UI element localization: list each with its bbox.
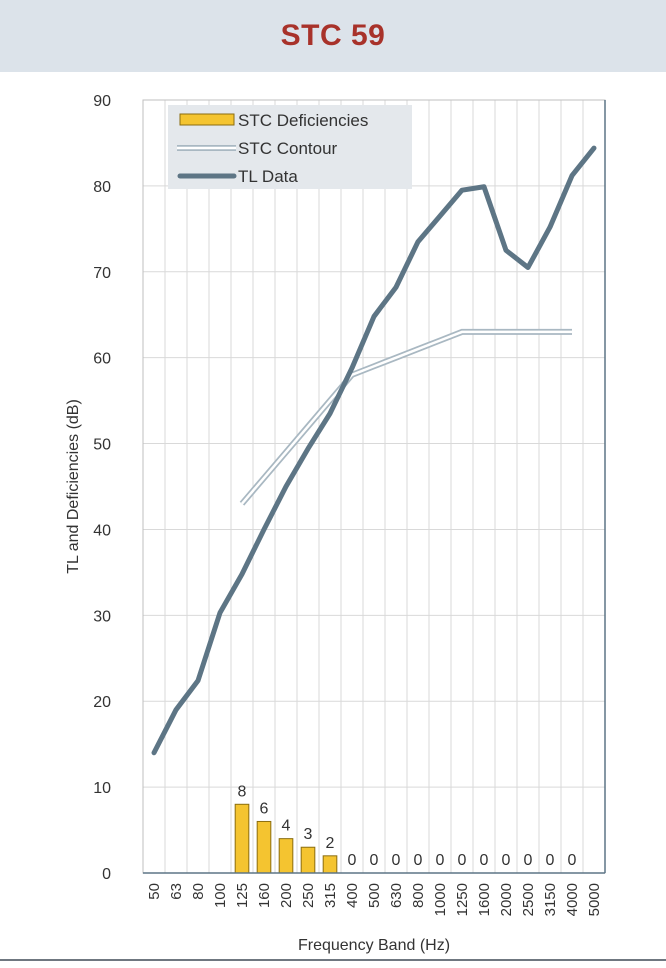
legend-swatch-bars — [179, 113, 235, 126]
deficiency-bars — [234, 803, 338, 874]
deficiency-label: 0 — [546, 852, 555, 869]
x-tick-label: 125 — [234, 883, 251, 908]
x-tick-label: 160 — [256, 883, 273, 908]
x-tick-label: 630 — [388, 883, 405, 908]
plot-frame — [142, 99, 606, 874]
deficiency-bar — [256, 820, 272, 874]
deficiency-label: 3 — [304, 826, 313, 843]
deficiency-label: 0 — [502, 852, 511, 869]
x-tick-label: 400 — [344, 883, 361, 908]
tl-data-path — [151, 145, 597, 756]
grid — [143, 99, 606, 874]
y-tick-label: 30 — [93, 608, 111, 625]
x-tick-label: 800 — [410, 883, 427, 908]
deficiency-bar — [322, 855, 338, 874]
y-tick-label: 90 — [93, 93, 111, 110]
deficiency-label: 4 — [282, 818, 291, 835]
bottom-divider — [0, 959, 666, 961]
deficiency-label: 0 — [414, 852, 423, 869]
x-tick-label: 2000 — [498, 883, 515, 916]
deficiency-label: 8 — [238, 783, 247, 800]
x-tick-label: 50 — [146, 883, 163, 900]
x-tick-label: 5000 — [586, 883, 603, 916]
deficiency-label: 0 — [480, 852, 489, 869]
chart-title: STC 59 — [280, 19, 386, 52]
x-tick-label: 2500 — [520, 883, 537, 916]
deficiency-bar — [278, 838, 294, 874]
y-tick-label: 60 — [93, 351, 111, 368]
x-tick-label: 250 — [300, 883, 317, 908]
header-bar: STC 59 — [0, 0, 666, 72]
x-tick-label: 100 — [212, 883, 229, 908]
y-tick-label: 80 — [93, 179, 111, 196]
deficiency-bar — [234, 803, 250, 874]
x-tick-label: 500 — [366, 883, 383, 908]
x-tick-label: 80 — [190, 883, 207, 900]
y-tick-label: 20 — [93, 694, 111, 711]
y-tick-label: 50 — [93, 437, 111, 454]
x-tick-label: 3150 — [542, 883, 559, 916]
legend-label: STC Contour — [238, 139, 338, 158]
deficiency-label: 0 — [568, 852, 577, 869]
deficiency-label: 0 — [458, 852, 467, 869]
x-tick-label: 63 — [168, 883, 185, 900]
deficiency-bar — [300, 846, 316, 874]
y-tick-label: 40 — [93, 522, 111, 539]
x-tick-label: 1250 — [454, 883, 471, 916]
deficiency-label: 0 — [348, 852, 357, 869]
legend-label: TL Data — [238, 167, 298, 186]
y-tick-label: 70 — [93, 265, 111, 282]
x-tick-label: 1000 — [432, 883, 449, 916]
y-tick-label: 0 — [102, 866, 111, 883]
x-tick-label: 1600 — [476, 883, 493, 916]
deficiency-label: 0 — [436, 852, 445, 869]
stc-contour — [239, 328, 572, 506]
deficiency-label: 2 — [326, 835, 335, 852]
deficiency-label: 0 — [524, 852, 533, 869]
legend-label: STC Deficiencies — [238, 111, 368, 130]
x-tick-label: 200 — [278, 883, 295, 908]
deficiency-label: 6 — [260, 800, 269, 817]
deficiency-label: 0 — [370, 852, 379, 869]
legend: STC Deficiencies STC Contour TL Data — [168, 105, 412, 189]
y-axis-title: TL and Deficiencies (dB) — [65, 399, 82, 574]
x-axis-title: Frequency Band (Hz) — [298, 937, 450, 954]
tl-data-line — [151, 145, 597, 756]
deficiency-label: 0 — [392, 852, 401, 869]
x-tick-label: 315 — [322, 883, 339, 908]
x-tick-label: 4000 — [564, 883, 581, 916]
contour-inner — [241, 330, 572, 505]
y-tick-label: 10 — [93, 780, 111, 797]
